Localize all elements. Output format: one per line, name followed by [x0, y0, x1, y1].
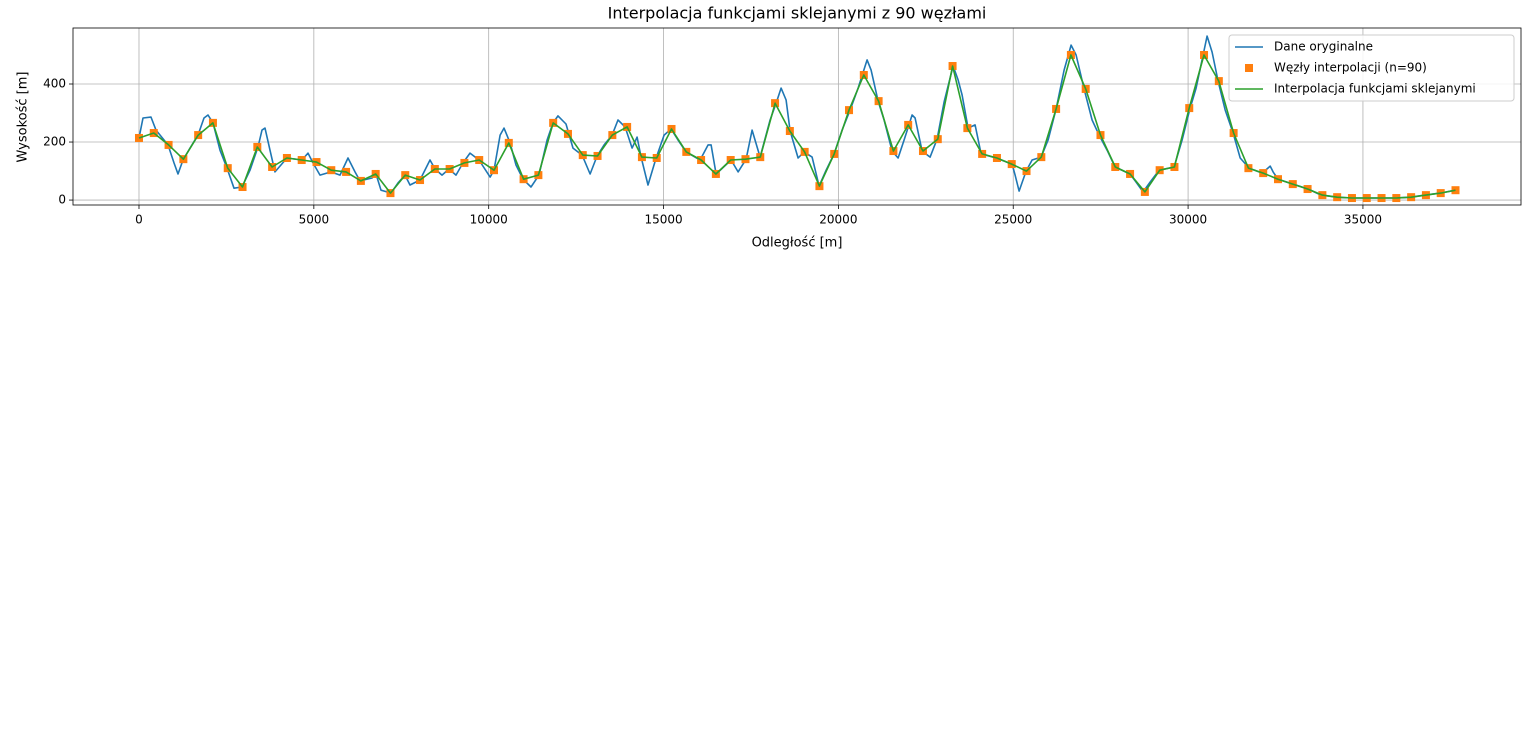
legend-box: [1228, 34, 1515, 102]
x-tick-label: 15000: [644, 213, 682, 227]
data-line: [138, 54, 1456, 199]
x-tick-label: 20000: [819, 213, 857, 227]
node-marker: [1451, 186, 1460, 195]
x-tick-label: 10000: [470, 213, 508, 227]
y-tick-label: 0: [58, 193, 66, 207]
y-axis-label: Wysokość [m]: [16, 72, 31, 163]
x-tick-label: 25000: [994, 213, 1032, 227]
y-tick-label: 200: [43, 135, 66, 149]
x-tick-label: 0: [135, 213, 143, 227]
x-tick-label: 5000: [299, 213, 330, 227]
x-tick-label: 30000: [1169, 213, 1207, 227]
chart-title: Interpolacja funkcjami sklejanymi z 90 w…: [608, 4, 987, 23]
legend-label: Węzły interpolacji (n=90): [1274, 61, 1427, 75]
legend-label: Dane oryginalne: [1274, 40, 1373, 54]
legend-marker: [1245, 64, 1253, 72]
x-axis-label: Odległość [m]: [752, 236, 843, 251]
y-tick-label: 400: [43, 77, 66, 91]
x-tick-label: 35000: [1344, 213, 1382, 227]
legend-label: Interpolacja funkcjami sklejanymi: [1274, 82, 1476, 96]
legend: Dane oryginalne Węzły interpolacji (n=90)…: [1228, 34, 1515, 102]
plot-frame: [72, 27, 1522, 206]
node-marker: [134, 133, 143, 142]
